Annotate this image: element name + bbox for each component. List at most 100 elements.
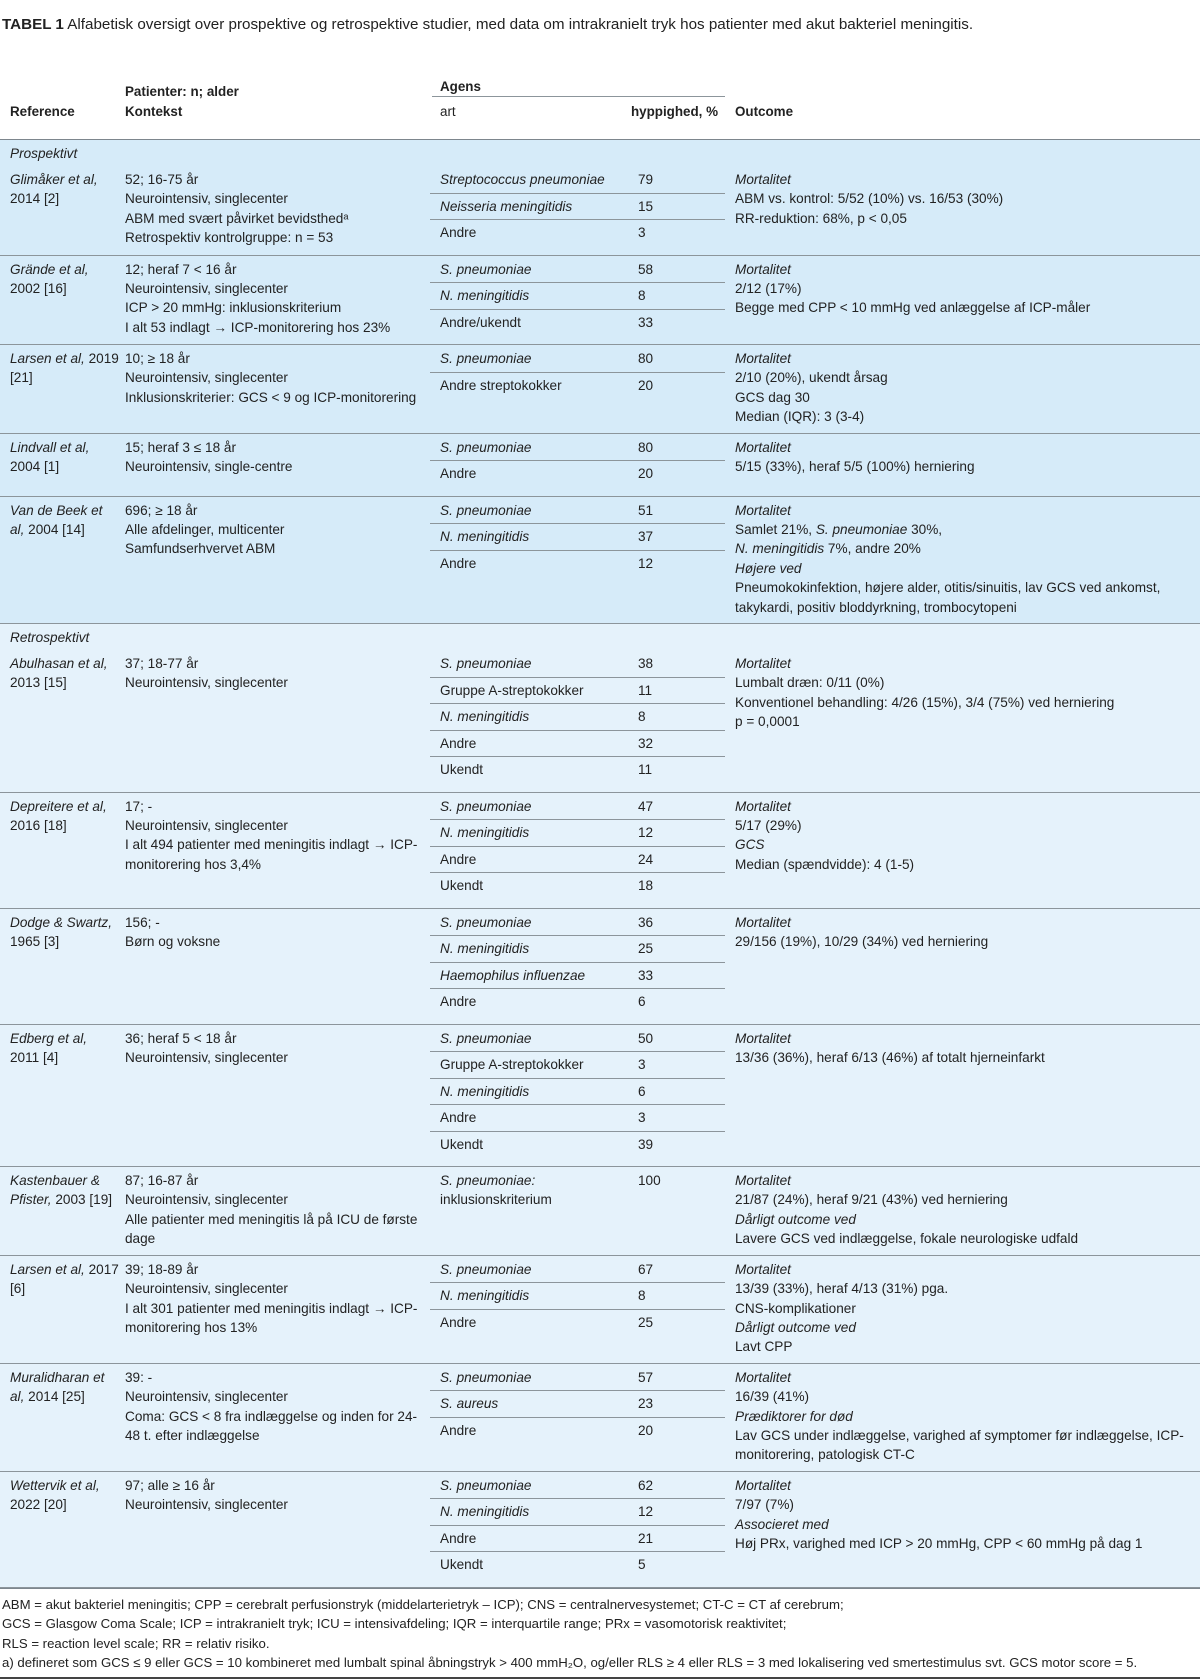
agent-frequency: 58 xyxy=(638,261,654,277)
context-line: 52; 16-75 år xyxy=(125,172,199,187)
agent-frequency: 20 xyxy=(638,466,654,482)
reference-authors: Grände et al, xyxy=(10,261,89,277)
section-header-ret: Retrospektivt xyxy=(0,624,1200,651)
agent-species: S. pneumoniae xyxy=(440,261,532,277)
agent-name: S. pneumoniae xyxy=(430,1026,638,1052)
context-cell: 87; 16-87 år Neurointensiv, singlecenter A… xyxy=(120,1171,430,1249)
agent-row: Andre 3 xyxy=(430,219,725,246)
agent-row: Ukendt 11 xyxy=(430,756,725,783)
agent-species: S. pneumoniae xyxy=(440,1369,532,1385)
reference-year: 2019 [21] xyxy=(10,351,119,386)
context-line: I alt 301 patienter med meningitis indla… xyxy=(125,1300,418,1335)
agent-species: Haemophilus influenzae xyxy=(440,967,586,983)
outcome-line: Mortalitet xyxy=(735,439,791,455)
context-line: Neurointensiv, singlecenter xyxy=(125,370,288,386)
agent-row: Andre 21 xyxy=(430,1524,725,1552)
agent-frequency: 50 xyxy=(638,1030,654,1046)
agent-species: S. pneumoniae xyxy=(440,798,532,814)
agent-frequency: 23 xyxy=(638,1396,654,1412)
agent-name: N. meningitidis xyxy=(430,1499,638,1525)
agent-row: Andre 12 xyxy=(430,549,725,577)
outcome-cell: Mortalitet Samlet 21%, S. pneumoniae 30%,… xyxy=(725,501,1200,617)
agent-frequency: 80 xyxy=(638,351,654,366)
context-line: 15; heraf 3 ≤ 18 år xyxy=(125,439,236,455)
agent-row: N. meningitidis 8 xyxy=(430,703,725,730)
agent-name: Andre xyxy=(430,1418,638,1444)
context-line: 39: - xyxy=(125,1369,153,1385)
agent-species: S. pneumoniae: xyxy=(440,1173,536,1189)
agent-row: Ukendt 39 xyxy=(430,1130,725,1158)
agents-cell: S. pneumoniae 47 N. meningitidis 12 Andre 24 U… xyxy=(430,797,725,902)
reference-cell: Larsen et al, 2017 [6] xyxy=(0,1260,120,1357)
reference-year: 2004 [14] xyxy=(28,522,85,538)
agent-frequency: 57 xyxy=(638,1369,654,1385)
agent-row: S. pneumoniae 58 xyxy=(430,257,725,283)
agent-row: S. pneumoniae 47 xyxy=(430,794,725,820)
context-line: Alle patienter med meningitis lå på ICU … xyxy=(125,1211,418,1247)
outcome-line: Mortalitet xyxy=(735,1030,791,1046)
agent-species: Neisseria meningitidis xyxy=(440,198,573,214)
outcome-line: 21/87 (24%), heraf 9/21 (43%) ved hernie… xyxy=(735,1192,1008,1208)
outcome-line: RR-reduktion: 68%, p < 0,05 xyxy=(735,210,907,226)
agent-frequency: 79 xyxy=(638,172,654,187)
agent-species: Andre streptokokker xyxy=(440,377,562,393)
outcome-line: 2/12 (17%) xyxy=(735,280,802,296)
outcome-cell: Mortalitet 21/87 (24%), heraf 9/21 (43%) … xyxy=(725,1171,1200,1249)
agent-row: S. pneumoniae 51 xyxy=(430,498,725,524)
agent-name: S. pneumoniae xyxy=(430,651,638,677)
agent-species: N. meningitidis xyxy=(440,1288,530,1304)
context-line: Alle afdelinger, multicenter xyxy=(125,522,285,538)
agent-species: Andre xyxy=(440,1110,477,1126)
agent-row: Andre 6 xyxy=(430,988,725,1015)
reference-authors: Kastenbauer & Pfister, xyxy=(10,1173,100,1208)
agent-row: Gruppe A-streptokokker 11 xyxy=(430,676,725,704)
outcome-line: Prædiktorer for død xyxy=(735,1408,853,1424)
agent-frequency: 37 xyxy=(638,529,654,545)
reference-year: 2013 [15] xyxy=(10,675,67,691)
reference-year: 2004 [1] xyxy=(10,459,60,475)
agents-cell: S. pneumoniae 57 S. aureus 23 Andre 20 xyxy=(430,1368,725,1465)
agent-frequency: 11 xyxy=(638,762,653,778)
header-reference: Reference xyxy=(10,104,75,119)
agent-row: Ukendt 5 xyxy=(430,1551,725,1578)
reference-authors: Edberg et al, xyxy=(10,1030,88,1046)
agent-name: N. meningitidis xyxy=(430,1079,638,1105)
context-line: 36; heraf 5 < 18 år xyxy=(125,1030,237,1046)
agent-row: N. meningitidis 8 xyxy=(430,1282,725,1309)
agent-name: S. pneumoniae xyxy=(430,346,638,372)
outcome-line: GCS xyxy=(735,837,765,853)
reference-cell: Van de Beek et al, 2004 [14] xyxy=(0,501,120,617)
agent-row: Haemophilus influenzae 33 xyxy=(430,961,725,989)
agent-row: S. pneumoniae: inklusionskriterium 100 xyxy=(430,1168,725,1210)
outcome-cell: Mortalitet 16/39 (41%) Prædiktorer for død… xyxy=(725,1368,1200,1465)
table-row: Abulhasan et al, 2013 [15] 37; 18-77 år Ne… xyxy=(0,650,1200,793)
agents-cell: S. pneumoniae 80 Andre streptokokker 20 xyxy=(430,349,725,427)
reference-authors: Glimåker et al, xyxy=(10,172,98,187)
agent-name: Gruppe A-streptokokker xyxy=(430,678,638,704)
outcome-line: Lavt CPP xyxy=(735,1339,793,1355)
agent-frequency: 38 xyxy=(638,656,654,672)
context-cell: 52; 16-75 år Neurointensiv, singlecenter A… xyxy=(120,170,430,249)
context-line: 156; - xyxy=(125,914,160,930)
agent-frequency: 11 xyxy=(638,682,653,698)
header-agens: Agens xyxy=(440,79,481,94)
context-cell: 156; - Børn og voksne xyxy=(120,913,430,1018)
agent-name: S. pneumoniae xyxy=(430,435,638,461)
header-context: Kontekst xyxy=(125,104,183,119)
outcome-line: Høj PRx, varighed med ICP > 20 mmHg, CPP… xyxy=(735,1535,1143,1551)
outcome-segment: 7%, andre 20% xyxy=(824,541,921,557)
agens-divider xyxy=(432,96,725,97)
context-cell: 39; 18-89 år Neurointensiv, singlecenter I… xyxy=(120,1260,430,1357)
agent-name: Ukendt xyxy=(430,873,638,899)
agent-row: N. meningitidis 6 xyxy=(430,1077,725,1105)
agent-species: Andre xyxy=(440,735,477,751)
outcome-line: Mortalitet xyxy=(735,172,791,187)
agent-name: Ukendt xyxy=(430,1552,638,1578)
outcome-line: CNS-komplikationer xyxy=(735,1300,856,1316)
agent-species: S. pneumoniae xyxy=(440,656,532,672)
agent-frequency: 33 xyxy=(638,314,654,330)
agents-cell: S. pneumoniae 80 Andre 20 xyxy=(430,438,725,490)
reference-year: 2002 [16] xyxy=(10,280,67,296)
outcome-segment: S. pneumoniae xyxy=(815,522,908,538)
agent-frequency: 3 xyxy=(638,1057,646,1073)
